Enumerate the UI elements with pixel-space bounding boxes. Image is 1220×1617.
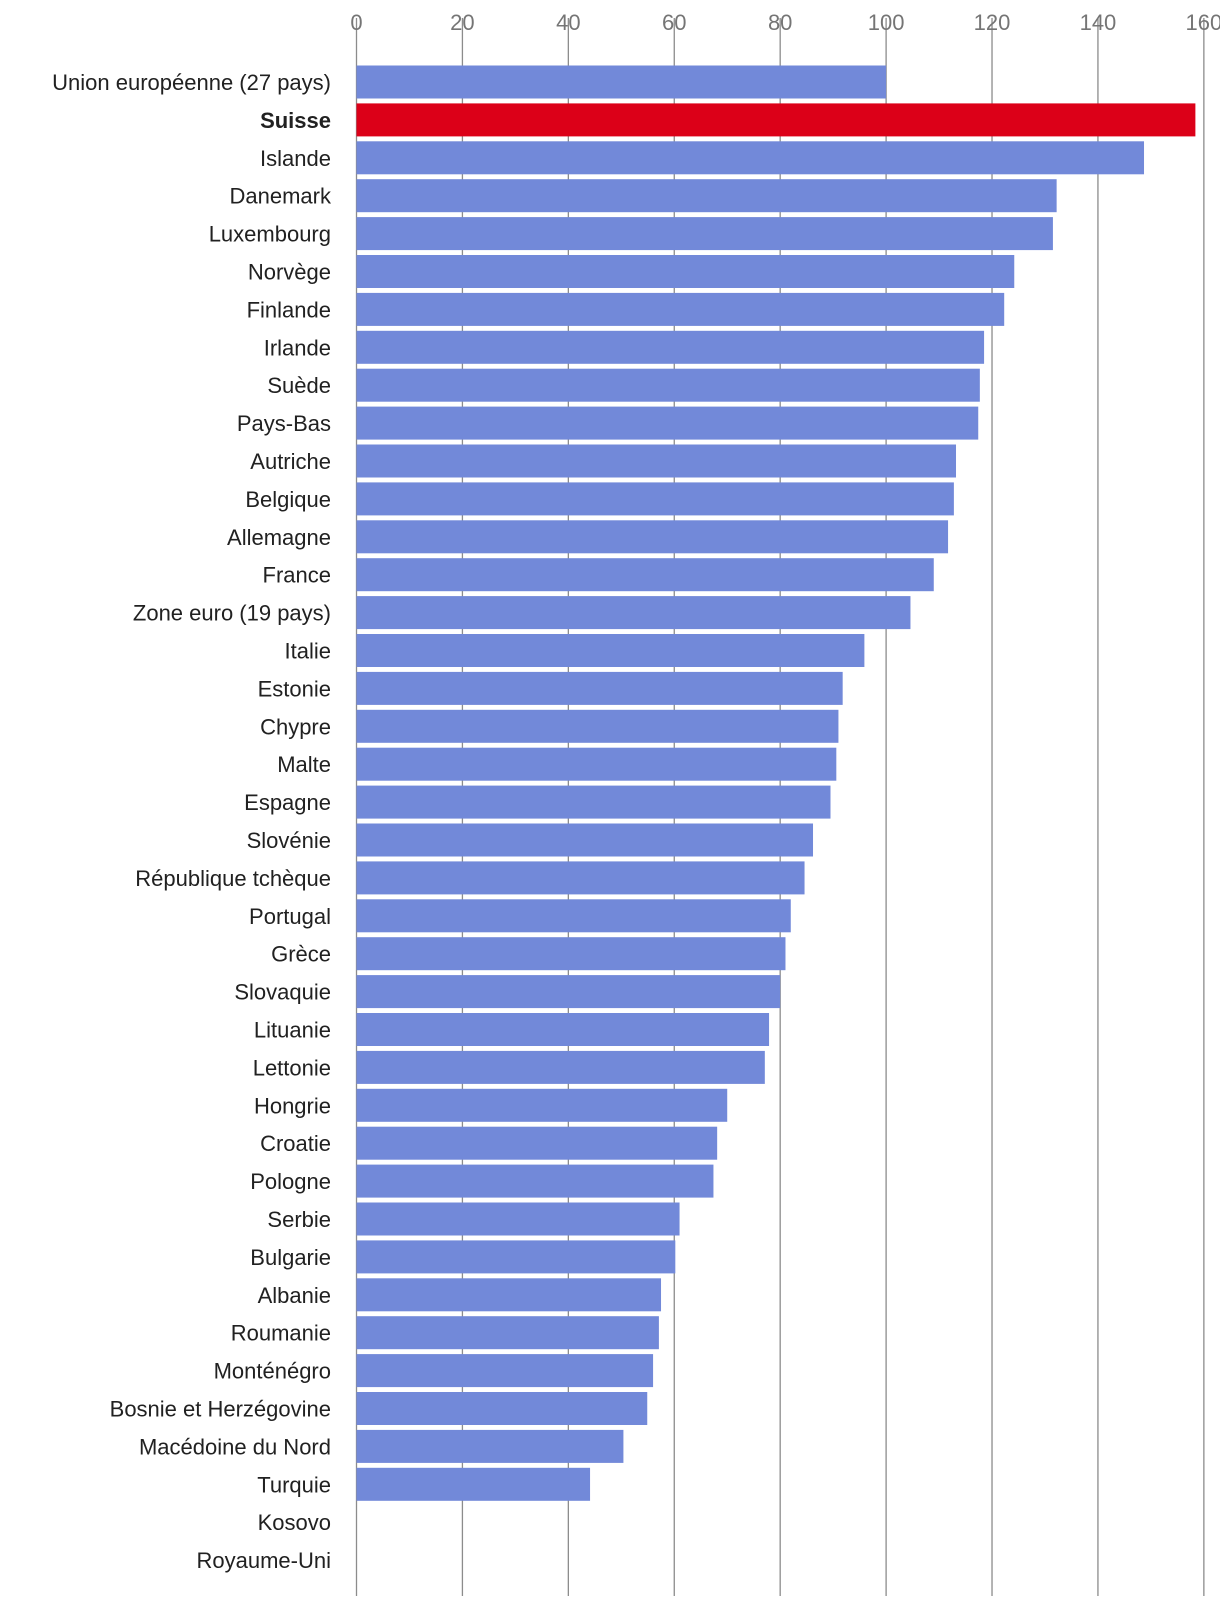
bar-italie — [356, 634, 865, 667]
bar-slovaquie — [356, 975, 781, 1009]
category-label: République tchèque — [135, 866, 331, 891]
category-label: Irlande — [264, 335, 331, 360]
category-label: Slovaquie — [234, 980, 331, 1005]
bar-roumanie — [356, 1316, 659, 1350]
category-label: Monténégro — [214, 1359, 331, 1384]
bar-hongrie — [356, 1088, 728, 1122]
category-label: Norvège — [248, 260, 331, 285]
x-axis-ticks: 0 20 40 60 80 100 120 140 160 — [350, 10, 1220, 35]
category-label: Italie — [285, 639, 331, 664]
bar-albanie — [356, 1278, 662, 1312]
category-label: France — [263, 563, 331, 588]
category-label: Serbie — [267, 1207, 331, 1232]
category-label: Union européenne (27 pays) — [52, 70, 331, 95]
category-label: Grèce — [271, 942, 331, 967]
category-label: Turquie — [257, 1472, 331, 1497]
bar-bosnie-et-herzegovine — [356, 1392, 648, 1425]
category-label: Malte — [277, 752, 331, 777]
bar-danemark — [356, 179, 1057, 213]
category-label: Croatie — [260, 1131, 331, 1156]
category-label: Macédoine du Nord — [139, 1434, 331, 1459]
x-tick-label: 120 — [974, 10, 1011, 35]
category-label: Royaume-Uni — [197, 1548, 332, 1573]
bar-france — [356, 558, 934, 592]
bar-malte — [356, 747, 837, 781]
category-label: Bulgarie — [250, 1245, 331, 1270]
category-label: Suède — [267, 373, 331, 398]
bar-grece — [356, 937, 786, 971]
category-label: Zone euro (19 pays) — [133, 601, 331, 626]
category-label: Allemagne — [227, 525, 331, 550]
category-label: Danemark — [230, 184, 332, 209]
bar-republique-tcheque — [356, 861, 805, 895]
x-tick-label: 80 — [768, 10, 792, 35]
bar-norvege — [356, 255, 1015, 288]
bar-union-europeenne-27-pays — [356, 65, 887, 99]
bar-suede — [356, 368, 980, 402]
bar-portugal — [356, 899, 791, 933]
bar-pologne — [356, 1164, 714, 1198]
category-label: Portugal — [249, 904, 331, 929]
bar-croatie — [356, 1126, 718, 1160]
x-tick-label: 140 — [1080, 10, 1117, 35]
category-label: Roumanie — [231, 1321, 331, 1346]
category-label: Suisse — [260, 108, 331, 133]
category-label: Albanie — [258, 1283, 331, 1308]
category-labels: Union européenne (27 pays) Suisse Islande D… — [52, 70, 332, 1573]
x-tick-label: 60 — [662, 10, 686, 35]
bar-slovenie — [356, 823, 814, 857]
category-label: Lettonie — [253, 1055, 331, 1080]
category-label: Chypre — [260, 714, 331, 739]
category-label: Hongrie — [254, 1093, 331, 1118]
bar-espagne — [356, 785, 831, 819]
category-label: Finlande — [247, 297, 331, 322]
x-tick-label: 20 — [450, 10, 474, 35]
x-tick-label: 40 — [556, 10, 580, 35]
x-tick-label: 100 — [868, 10, 905, 35]
bar-bulgarie — [356, 1240, 676, 1274]
category-label: Bosnie et Herzégovine — [110, 1397, 331, 1422]
bar-estonie — [356, 671, 843, 705]
bar-lettonie — [356, 1050, 765, 1084]
category-label: Luxembourg — [209, 222, 331, 247]
bar-finlande — [356, 292, 1005, 326]
category-label: Lituanie — [254, 1018, 331, 1043]
category-label: Pays-Bas — [237, 411, 331, 436]
category-label: Belgique — [245, 487, 331, 512]
bar-macedoine-du-nord — [356, 1429, 624, 1463]
bar-luxembourg — [356, 217, 1053, 251]
category-label: Slovénie — [247, 828, 331, 853]
bars — [356, 65, 1196, 1501]
bar-turquie — [356, 1467, 591, 1501]
bar-montenegro — [356, 1354, 654, 1388]
bar-suisse — [356, 103, 1196, 137]
bar-autriche — [356, 444, 957, 478]
bar-chypre — [356, 709, 839, 743]
x-tick-label: 0 — [350, 10, 362, 35]
category-label: Estonie — [258, 676, 331, 701]
bar-pays-bas — [356, 406, 979, 440]
category-label: Autriche — [250, 449, 331, 474]
bar-irlande — [356, 330, 985, 364]
category-label: Islande — [260, 146, 331, 171]
bar-lituanie — [356, 1013, 770, 1046]
category-label: Kosovo — [258, 1510, 331, 1535]
bar-islande — [356, 141, 1145, 175]
bar-serbie — [356, 1202, 680, 1236]
bar-belgique — [356, 482, 954, 516]
x-tick-label: 160 — [1186, 10, 1220, 35]
category-label: Espagne — [244, 790, 331, 815]
category-label: Pologne — [250, 1169, 331, 1194]
bar-allemagne — [356, 520, 949, 554]
bar-zone-euro-19-pays — [356, 596, 911, 630]
